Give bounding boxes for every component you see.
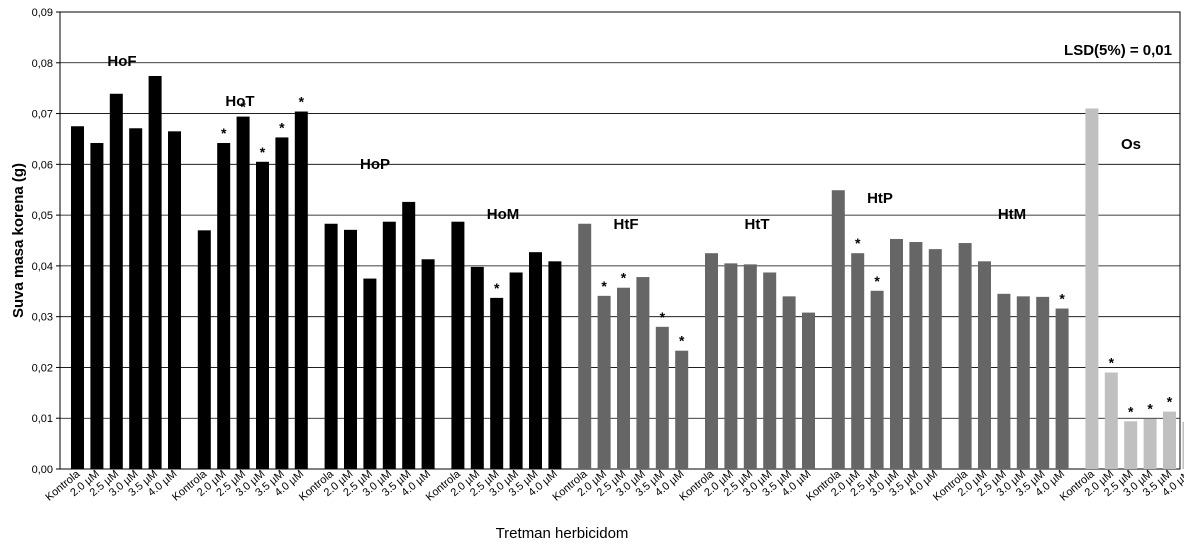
group-label-HtT: HtT bbox=[745, 216, 770, 233]
significance-marker: * bbox=[679, 333, 685, 349]
significance-marker: * bbox=[660, 309, 666, 325]
y-tick-label: 0,06 bbox=[32, 159, 53, 171]
y-tick-label: 0,08 bbox=[32, 58, 53, 70]
bar-HoM-3 bbox=[509, 272, 523, 469]
bar-Os-4 bbox=[1163, 411, 1176, 469]
bar-HoP-4 bbox=[402, 201, 416, 470]
bar-HoT-5 bbox=[294, 111, 308, 469]
y-tick-label: 0,01 bbox=[32, 413, 53, 425]
bar-HoF-0 bbox=[71, 126, 84, 469]
group-label-HoF: HoF bbox=[107, 53, 136, 70]
bar-HtT-3 bbox=[763, 272, 777, 469]
bar-HtT-0 bbox=[705, 253, 718, 469]
bar-HoF-1 bbox=[90, 143, 104, 470]
group-label-HtF: HtF bbox=[614, 216, 639, 233]
bar-HoP-0 bbox=[324, 223, 338, 469]
bar-Os-5 bbox=[1182, 421, 1184, 469]
bar-HoF-3 bbox=[129, 128, 143, 469]
bar-HtT-5 bbox=[802, 312, 815, 469]
bar-Os-3 bbox=[1143, 418, 1157, 469]
bar-HtM-0 bbox=[958, 243, 972, 469]
bar-HtM-4 bbox=[1036, 296, 1050, 469]
bar-HoP-3 bbox=[382, 221, 396, 469]
bar-HtF-5 bbox=[675, 350, 689, 469]
y-tick-label: 0,00 bbox=[32, 464, 53, 476]
bar-HoT-3 bbox=[256, 161, 269, 470]
group-label-HtM: HtM bbox=[998, 206, 1026, 223]
bar-HoM-1 bbox=[470, 266, 484, 469]
significance-marker: * bbox=[601, 278, 607, 294]
bar-Os-0 bbox=[1085, 108, 1099, 469]
bar-HtM-5 bbox=[1055, 308, 1069, 469]
bar-HtM-1 bbox=[978, 261, 991, 469]
y-tick-label: 0,07 bbox=[32, 109, 53, 121]
significance-marker: * bbox=[874, 273, 880, 289]
bar-HtP-2 bbox=[870, 290, 884, 469]
significance-marker: * bbox=[1128, 403, 1134, 419]
bar-Os-2 bbox=[1124, 421, 1138, 469]
bar-HoF-4 bbox=[148, 75, 162, 469]
significance-marker: * bbox=[221, 125, 227, 141]
bar-HoF-2 bbox=[109, 93, 123, 469]
group-label-HoT: HoT bbox=[225, 93, 254, 110]
significance-marker: * bbox=[1147, 401, 1153, 417]
bar-HoM-0 bbox=[451, 221, 465, 469]
bar-HtT-2 bbox=[743, 264, 757, 469]
bar-HtP-5 bbox=[928, 249, 942, 469]
bar-HoT-4 bbox=[275, 137, 289, 469]
bar-HtF-2 bbox=[617, 287, 630, 469]
bar-HtT-1 bbox=[724, 263, 738, 469]
significance-marker: * bbox=[279, 119, 285, 135]
y-tick-label: 0,02 bbox=[32, 362, 53, 374]
x-axis-title: Tretman herbicidom bbox=[496, 525, 629, 542]
bar-HtP-0 bbox=[831, 190, 845, 470]
bar-HtP-3 bbox=[890, 238, 903, 469]
bar-Os-1 bbox=[1104, 372, 1118, 469]
y-tick-label: 0,04 bbox=[32, 261, 53, 273]
bar-HoP-2 bbox=[363, 278, 377, 469]
group-label-HoP: HoP bbox=[360, 156, 390, 173]
bar-HtT-4 bbox=[782, 296, 796, 469]
bar-HtM-3 bbox=[1016, 296, 1030, 469]
significance-marker: * bbox=[299, 94, 305, 110]
bar-HoF-5 bbox=[168, 131, 181, 470]
bar-HtF-1 bbox=[597, 295, 611, 469]
y-tick-label: 0,05 bbox=[32, 210, 53, 222]
significance-marker: * bbox=[260, 144, 266, 160]
y-axis-title: Suva masa korena (g) bbox=[10, 163, 27, 318]
group-label-HoM: HoM bbox=[487, 206, 520, 223]
significance-marker: * bbox=[1167, 394, 1173, 410]
significance-marker: * bbox=[494, 280, 500, 296]
significance-marker: * bbox=[1109, 355, 1115, 371]
bar-HtF-4 bbox=[655, 326, 669, 469]
y-tick-label: 0,03 bbox=[32, 312, 53, 324]
bar-HoP-5 bbox=[421, 259, 435, 469]
significance-marker: * bbox=[1059, 291, 1065, 307]
lsd-annotation: LSD(5%) = 0,01 bbox=[1064, 42, 1172, 59]
significance-marker: * bbox=[855, 235, 861, 251]
bar-HtP-1 bbox=[851, 253, 865, 469]
group-label-Os: Os bbox=[1121, 136, 1141, 153]
bar-HoT-1 bbox=[217, 143, 231, 470]
bar-HoM-5 bbox=[548, 261, 562, 469]
bar-HoT-0 bbox=[197, 230, 211, 469]
bar-HoM-4 bbox=[529, 252, 542, 469]
bar-HtF-3 bbox=[636, 277, 650, 469]
bar-HoP-1 bbox=[344, 229, 357, 469]
group-label-HtP: HtP bbox=[867, 190, 893, 207]
bar-HoT-2 bbox=[236, 116, 250, 469]
significance-marker: * bbox=[240, 99, 246, 115]
bar-HoM-2 bbox=[490, 297, 504, 469]
bar-HtM-2 bbox=[997, 293, 1011, 469]
y-tick-label: 0,09 bbox=[32, 7, 53, 19]
bar-HtF-0 bbox=[578, 223, 592, 469]
bar-HtP-4 bbox=[909, 242, 923, 469]
significance-marker: * bbox=[621, 270, 627, 286]
